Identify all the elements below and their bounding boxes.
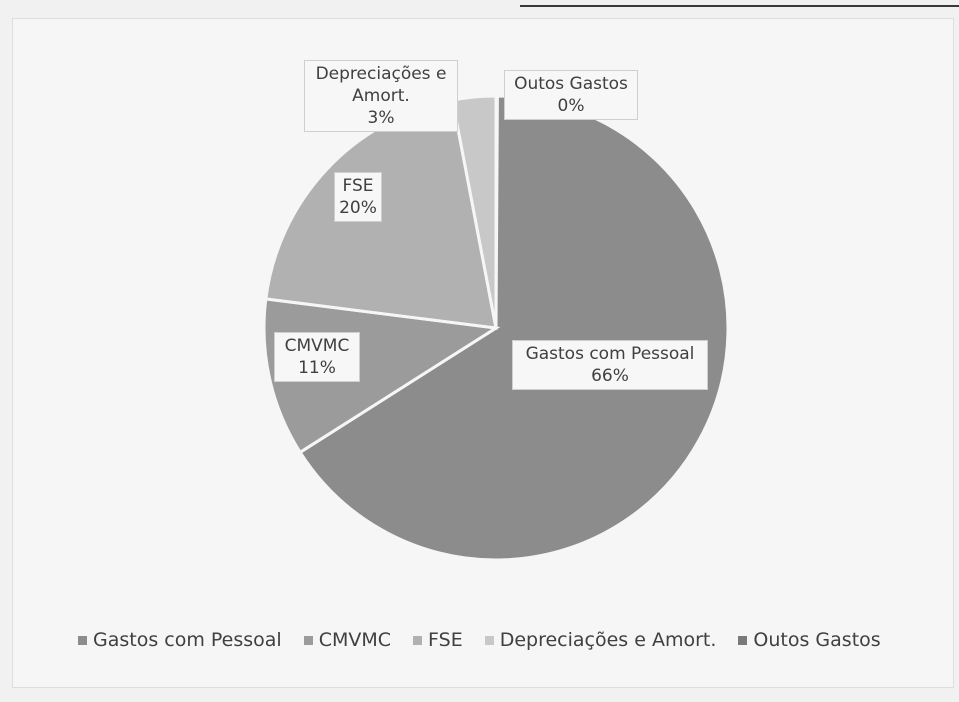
legend-swatch (413, 635, 423, 645)
legend-swatch (484, 635, 494, 645)
legend-swatch (303, 635, 313, 645)
pie-slice-outos-gastos (494, 94, 499, 329)
legend-label: Outos Gastos (753, 629, 881, 651)
legend: Gastos com Pessoal CMVMC FSE Depreciaçõe… (78, 628, 881, 652)
legend-item-gastos-com-pessoal: Gastos com Pessoal (78, 628, 282, 652)
legend-item-outos-gastos: Outos Gastos (738, 628, 881, 652)
label-outos-gastos: Outos Gastos 0% (504, 70, 638, 120)
legend-label: FSE (428, 629, 463, 651)
label-cmvmc: CMVMC 11% (274, 332, 360, 382)
legend-item-depreciacoes: Depreciações e Amort. (484, 628, 717, 652)
legend-item-cmvmc: CMVMC (303, 628, 392, 652)
pie-slice-gastos-com-pessoal (298, 94, 730, 562)
legend-swatch (78, 635, 87, 645)
legend-item-fse: FSE (413, 628, 463, 652)
label-fse: FSE 20% (334, 172, 382, 222)
top-border-line (520, 5, 959, 7)
legend-label: Gastos com Pessoal (93, 629, 282, 651)
legend-swatch (738, 635, 748, 645)
label-gastos-com-pessoal: Gastos com Pessoal 66% (512, 340, 708, 390)
legend-label: CMVMC (318, 629, 392, 651)
legend-label: Depreciações e Amort. (499, 629, 717, 651)
label-depreciacoes: Depreciações e Amort. 3% (304, 60, 458, 132)
